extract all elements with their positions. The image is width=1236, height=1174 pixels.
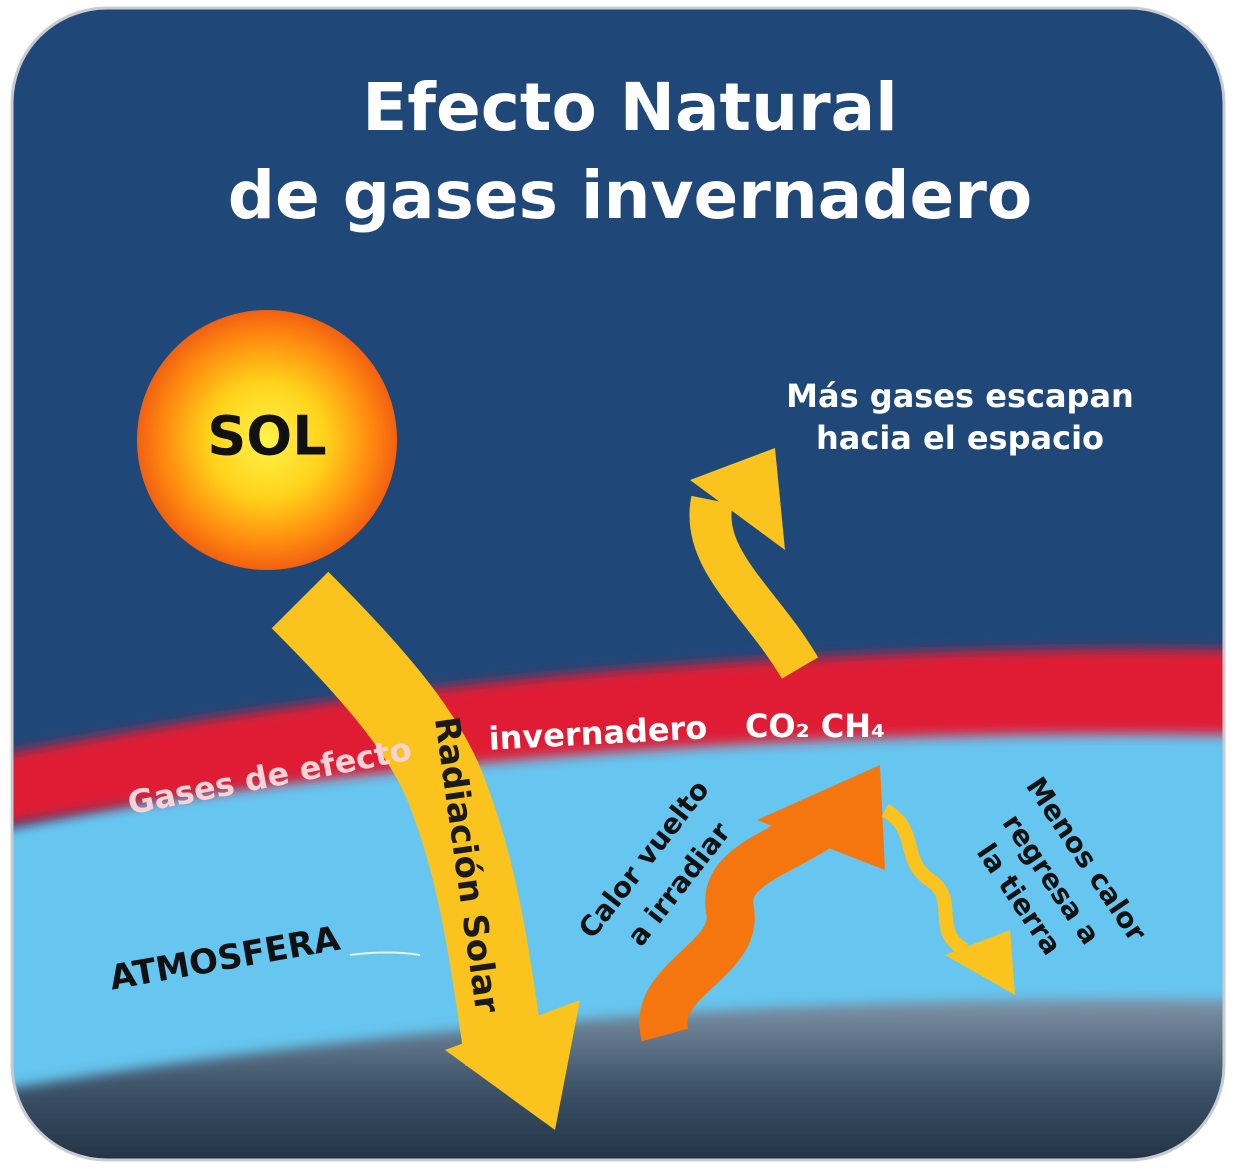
- heat-arrow: [639, 792, 857, 1042]
- solar-arrow-head: [445, 1000, 580, 1130]
- escape-label: hacia el espacio: [816, 419, 1104, 457]
- return-arrow-head: [945, 930, 1015, 995]
- escape-label: Más gases escapan: [786, 377, 1134, 415]
- pointer-line: [349, 951, 421, 956]
- escape-arrow-head: [690, 448, 785, 550]
- solar-arrow: [271, 571, 545, 1066]
- card-border: [10, 6, 1226, 1162]
- gases-label: CO₂ CH₄: [745, 707, 885, 745]
- title-line: de gases invernadero: [228, 157, 1032, 234]
- greenhouse-band: [12, 649, 1224, 825]
- title-line: Efecto Natural: [362, 69, 898, 146]
- earth: [12, 999, 1224, 1160]
- return-arrow: [881, 803, 969, 957]
- sun: [137, 310, 397, 570]
- escape-arrow: [689, 495, 819, 679]
- heat-arrow-head: [757, 765, 885, 870]
- sun-label: SOL: [207, 405, 326, 468]
